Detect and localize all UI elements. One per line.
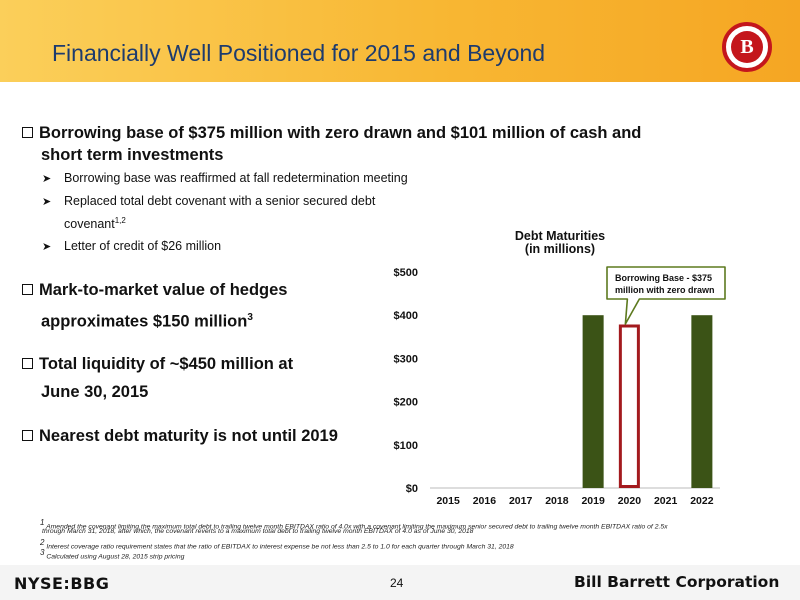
header-bar (0, 0, 800, 82)
y-tick-label: $200 (394, 397, 418, 409)
arrow-bullet-icon: ➤ (42, 173, 52, 185)
callout-box (606, 266, 726, 325)
chart-title: Debt Maturities (514, 229, 606, 243)
footnote-ref: 3 (247, 312, 253, 323)
x-tick-label: 2022 (690, 495, 714, 507)
bullet-hedges-line2: approximates $150 million3 (41, 307, 341, 333)
bullet-liquidity: Total liquidity of ~$450 million at (22, 353, 352, 375)
footer-bar (0, 565, 800, 600)
sub-bullet-text: Letter of credit of $26 million (64, 239, 222, 253)
footnote-text: Interest coverage ratio requirement stat… (46, 543, 514, 551)
checkbox-bullet-icon (22, 284, 33, 295)
footnote-number: 3 (40, 548, 45, 557)
x-tick-label: 2021 (654, 495, 678, 507)
footnote-1-cont: through March 31, 2018, after which, the… (42, 528, 474, 535)
x-tick-label: 2020 (618, 495, 642, 507)
bar-2022 (691, 315, 713, 488)
bullet-text: Total liquidity of ~$450 million at (39, 355, 294, 373)
logo-letter: B (731, 31, 763, 63)
arrow-bullet-icon: ➤ (42, 196, 52, 208)
bullet-text: Nearest debt maturity is not until 2019 (39, 427, 338, 445)
x-tick-label: 2016 (473, 495, 497, 507)
page-number: 24 (390, 576, 404, 590)
borrowing-base-bar (618, 324, 640, 488)
y-tick-label: $500 (394, 267, 418, 279)
sub-bullet-letter-of-credit: ➤ Letter of credit of $26 million (42, 239, 221, 253)
bullet-text: approximates $150 million (41, 312, 248, 331)
bullet-borrowing-base: Borrowing base of $375 million with zero… (22, 122, 722, 144)
footnote-text: Calculated using August 28, 2015 strip p… (46, 553, 185, 561)
footnote-text: Amended the covenant limiting the maximu… (46, 523, 668, 531)
footnote-1: 1 Amended the covenant limiting the maxi… (40, 518, 668, 530)
bullet-liquidity-line2: June 30, 2015 (41, 383, 149, 401)
checkbox-bullet-icon (22, 430, 33, 441)
sub-bullet-text: Replaced total debt covenant with a seni… (64, 194, 376, 208)
checkbox-bullet-icon (22, 127, 33, 138)
footnote-3: 3 Calculated using August 28, 2015 strip… (40, 548, 184, 560)
bullet-maturity: Nearest debt maturity is not until 2019 (22, 425, 367, 447)
x-tick-label: 2019 (581, 495, 605, 507)
bullet-text: Mark-to-market value of hedges (39, 281, 288, 299)
slide-title: Financially Well Positioned for 2015 and… (52, 40, 546, 66)
footnote-ref: 1,2 (114, 216, 126, 225)
bullet-text: Borrowing base of $375 million with zero… (39, 124, 642, 142)
company-name: Bill Barrett Corporation (574, 573, 780, 591)
sub-bullet-text: covenant (64, 217, 115, 232)
sub-bullet-covenant-cont: covenant1,2 (64, 216, 126, 231)
callout-text: million with zero drawn (615, 285, 715, 295)
callout-text: Borrowing Base - $375 (615, 273, 712, 283)
sub-bullet-text: Borrowing base was reaffirmed at fall re… (64, 171, 408, 185)
footnote-number: 1 (40, 518, 45, 527)
y-tick-label: $300 (394, 353, 418, 365)
bullet-borrowing-base-line2: short term investments (41, 146, 224, 164)
debt-maturities-chart: Debt Maturities (in millions) $0 $100 $200… (370, 225, 790, 515)
y-tick-label: $400 (394, 310, 418, 322)
sub-bullet-covenant: ➤ Replaced total debt covenant with a sen… (42, 194, 375, 208)
y-tick-label: $100 (394, 440, 418, 452)
x-tick-label: 2015 (436, 495, 460, 507)
arrow-bullet-icon: ➤ (42, 241, 52, 253)
x-tick-label: 2018 (545, 495, 569, 507)
footnote-2: 2 Interest coverage ratio requirement st… (40, 538, 514, 550)
sub-bullet-reaffirmed: ➤ Borrowing base was reaffirmed at fall r… (42, 171, 408, 185)
bullet-hedges: Mark-to-market value of hedges (22, 279, 352, 301)
x-tick-label: 2017 (509, 495, 533, 507)
y-tick-label: $0 (406, 483, 418, 495)
bar-2019 (582, 315, 604, 488)
ticker-symbol: NYSE:BBG (14, 574, 110, 593)
chart-subtitle: (in millions) (524, 242, 596, 256)
checkbox-bullet-icon (22, 358, 33, 369)
company-logo: B (722, 22, 772, 72)
chart-canvas: $0 $100 $200 $300 $400 $500 2015 2016 2017 2018 20… (394, 266, 726, 507)
footnote-number: 2 (40, 538, 45, 547)
